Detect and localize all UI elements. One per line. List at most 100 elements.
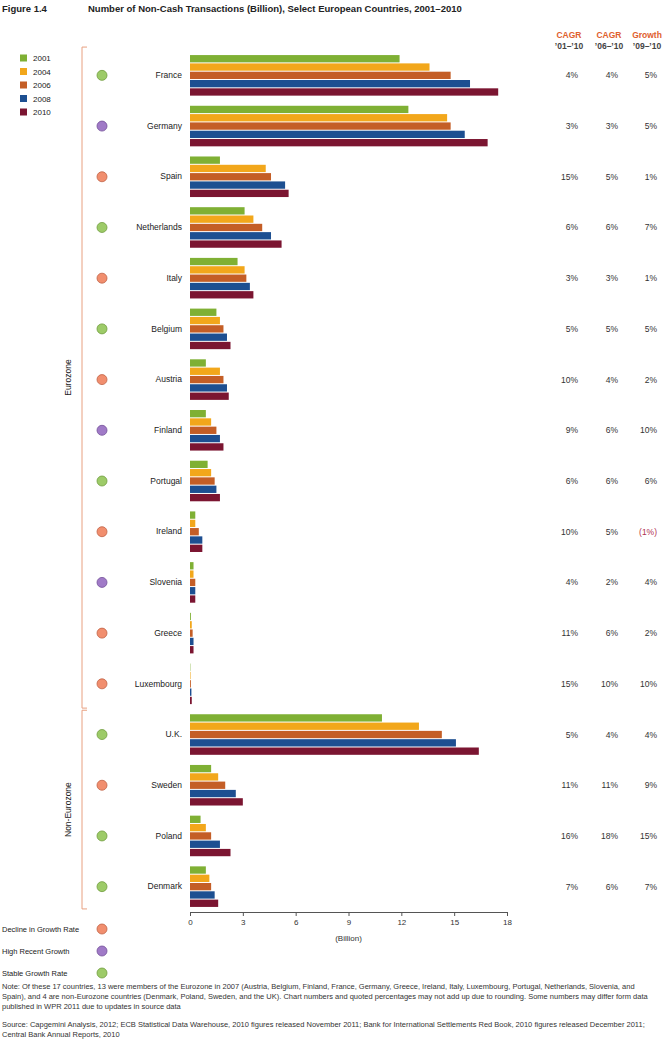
bar	[190, 883, 211, 890]
bar	[190, 672, 191, 679]
category-label: Finland	[154, 425, 182, 435]
bar	[190, 309, 216, 316]
status-legend-label: Stable Growth Rate	[2, 969, 67, 978]
column-value: 5%	[645, 324, 658, 334]
column-value: 10%	[640, 425, 657, 435]
column-value: 11%	[602, 780, 619, 790]
y-tick: Greece	[154, 628, 182, 638]
status-markers	[97, 70, 107, 891]
column-value: 5%	[606, 527, 619, 537]
status-marker	[97, 476, 107, 486]
column-value: 2%	[645, 375, 658, 385]
status-marker	[97, 780, 107, 790]
x-axis-line	[191, 913, 508, 917]
bar	[190, 131, 465, 138]
status-marker	[97, 679, 107, 689]
title: Number of Non-Cash Transactions (Billion…	[88, 3, 462, 14]
bar	[190, 384, 227, 391]
column-value: 5%	[645, 70, 658, 80]
category-group	[190, 207, 282, 248]
category-group	[190, 765, 243, 806]
status-marker	[97, 121, 107, 131]
category-label: Poland	[156, 831, 183, 841]
x-axis-title: (Billion)	[335, 934, 362, 943]
category-label: Ireland	[156, 526, 182, 536]
bar	[190, 63, 430, 70]
status-legend-marker	[97, 968, 107, 978]
bar	[190, 697, 192, 704]
category-label: Spain	[160, 171, 182, 181]
column-value: 10%	[561, 375, 578, 385]
bar	[190, 536, 202, 543]
x-tick: 12	[397, 912, 406, 927]
status-marker	[97, 222, 107, 232]
column-subtitle: ’06–’10	[595, 41, 624, 51]
x-tick-label: 18	[503, 918, 512, 927]
category-group	[190, 866, 218, 907]
bars	[190, 55, 498, 907]
legend-label: 2006	[33, 81, 51, 90]
column-subtitle: ’01–’10	[555, 41, 584, 51]
category-group	[190, 562, 195, 603]
column-value: 4%	[566, 70, 579, 80]
column-value: 15%	[561, 172, 578, 182]
bar	[190, 393, 229, 400]
bar	[190, 723, 419, 730]
x-tick-mark	[190, 912, 191, 916]
category-group	[190, 156, 289, 197]
bar	[190, 849, 231, 856]
bar	[190, 866, 206, 873]
bar	[190, 587, 195, 594]
column-value: 4%	[645, 730, 658, 740]
status-marker	[97, 425, 107, 435]
bar	[190, 562, 194, 569]
column-value: 5%	[566, 730, 579, 740]
bar	[190, 621, 192, 628]
x-tick-mark	[507, 912, 508, 916]
column-value: 11%	[562, 780, 579, 790]
bar	[190, 418, 211, 425]
y-tick: Austria	[156, 374, 183, 384]
column-value: 10%	[561, 527, 578, 537]
bar	[190, 216, 253, 223]
column-value: 4%	[645, 577, 658, 587]
group-label: Non-Eurozone	[63, 782, 73, 837]
column-value: 5%	[606, 324, 619, 334]
bar	[190, 317, 220, 324]
bar	[190, 646, 194, 653]
bar	[190, 900, 218, 907]
column-value: 4%	[606, 70, 619, 80]
column-value: 7%	[645, 222, 658, 232]
bar	[190, 486, 216, 493]
column-value: 6%	[566, 222, 579, 232]
column-value: 9%	[566, 425, 579, 435]
status-marker	[97, 730, 107, 740]
legend-swatch	[20, 95, 27, 102]
groups: Eurozone Non-Eurozone	[63, 47, 87, 909]
bar	[190, 80, 470, 87]
bar	[190, 747, 479, 754]
column-value: 7%	[645, 882, 658, 892]
group-bracket	[82, 710, 87, 909]
bar	[190, 275, 246, 282]
group-label: Eurozone	[63, 359, 73, 396]
bar	[190, 664, 191, 671]
legend-swatch	[20, 82, 27, 89]
y-tick: Finland	[154, 425, 182, 435]
column-value: 9%	[645, 780, 658, 790]
bar	[190, 528, 199, 535]
x-tick: 9	[347, 912, 352, 927]
x-tick-label: 0	[188, 918, 193, 927]
bar	[190, 680, 191, 687]
status-legend-label: Decline in Growth Rate	[2, 925, 79, 934]
status-marker	[97, 324, 107, 334]
y-tick: Luxembourg	[135, 679, 183, 689]
bar	[190, 359, 206, 366]
column-value: 6%	[606, 476, 619, 486]
column-title: CAGR	[596, 30, 621, 40]
legend-label: 2008	[33, 95, 51, 104]
bar	[190, 443, 223, 450]
column-value: 3%	[606, 121, 619, 131]
bar	[190, 139, 488, 146]
status-marker	[97, 831, 107, 841]
